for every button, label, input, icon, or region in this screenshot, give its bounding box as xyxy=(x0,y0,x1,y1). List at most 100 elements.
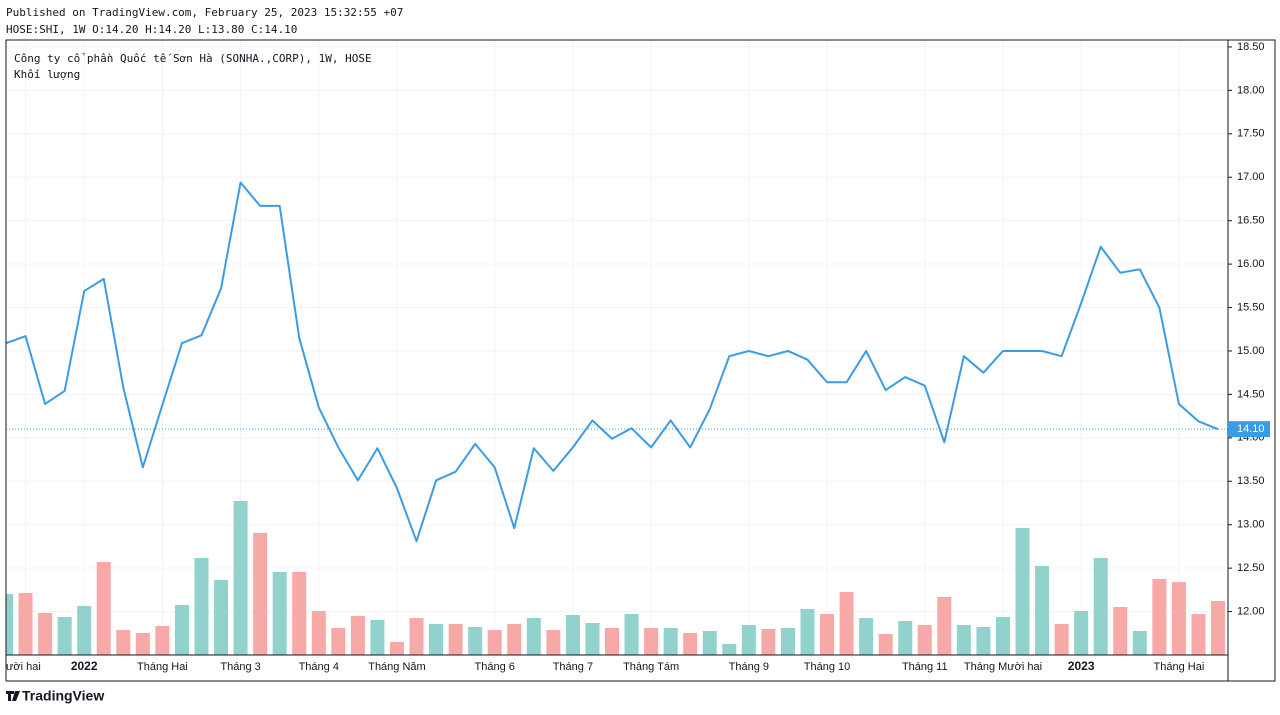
volume-bar xyxy=(917,625,932,655)
volume-bar xyxy=(272,572,287,655)
volume-bar xyxy=(1035,566,1050,655)
volume-bar xyxy=(878,634,893,655)
volume-bar xyxy=(1093,558,1108,655)
volume-bar xyxy=(995,617,1010,655)
y-tick-label: 14.50 xyxy=(1237,388,1265,400)
y-tick-label: 12.00 xyxy=(1237,605,1265,617)
volume-bar xyxy=(976,627,991,655)
x-tick-label: Tháng Hai xyxy=(137,661,188,673)
volume-bar xyxy=(292,572,307,655)
volume-bar xyxy=(820,614,835,655)
volume-bar xyxy=(409,618,424,655)
y-tick-label: 18.50 xyxy=(1237,41,1265,53)
volume-bar xyxy=(1132,631,1147,655)
volume-bar xyxy=(898,621,913,655)
volume-bar xyxy=(155,626,170,655)
volume-bar xyxy=(57,617,72,655)
y-tick-label: 18.00 xyxy=(1237,84,1265,96)
volume-bar xyxy=(116,630,131,655)
volume-bar xyxy=(331,628,346,655)
volume-bar xyxy=(135,633,150,655)
y-tick-label: 17.00 xyxy=(1237,171,1265,183)
last-price-badge xyxy=(1228,421,1270,438)
x-tick-label: Tháng 7 xyxy=(553,661,593,673)
volume-bar xyxy=(214,580,229,655)
y-tick-label: 16.50 xyxy=(1237,215,1265,227)
x-tick-label: Tháng Hai xyxy=(1154,661,1205,673)
y-tick-label: 13.00 xyxy=(1237,519,1265,531)
legend-volume: Khối lượng xyxy=(14,68,80,81)
volume-bar xyxy=(1191,614,1206,655)
volume-bar xyxy=(839,592,854,655)
volume-bar xyxy=(77,606,92,655)
volume-bar xyxy=(780,628,795,655)
volume-bar xyxy=(253,533,268,655)
volume-bar xyxy=(605,628,619,655)
y-tick-label: 16.00 xyxy=(1237,258,1265,270)
y-tick-label: 12.50 xyxy=(1237,562,1265,574)
volume-bar xyxy=(311,611,326,655)
volume-bar xyxy=(174,605,189,655)
volume-bar xyxy=(663,628,678,655)
volume-bar xyxy=(702,631,717,655)
x-tick-label: Tháng 6 xyxy=(475,661,515,673)
volume-bar xyxy=(1113,607,1128,655)
volume-bar xyxy=(937,597,952,655)
volume-bar xyxy=(429,624,444,655)
volume-bar xyxy=(468,627,483,655)
volume-bar xyxy=(1211,601,1225,655)
price-line xyxy=(6,181,1219,543)
x-tick-label: Tháng 3 xyxy=(220,661,260,673)
volume-bar xyxy=(859,618,874,655)
volume-bar xyxy=(233,501,248,655)
volume-bar xyxy=(1054,624,1069,655)
chart-frame xyxy=(5,39,1276,682)
logo: TradingView xyxy=(6,688,104,704)
y-tick-label: 15.00 xyxy=(1237,345,1265,357)
x-tick-label: ười hai xyxy=(6,661,41,673)
volume-bar xyxy=(546,630,561,655)
x-tick-label: Tháng 10 xyxy=(804,661,850,673)
x-tick-label: 2022 xyxy=(71,659,98,673)
volume-bar xyxy=(448,624,463,655)
volume-bar xyxy=(38,613,53,655)
volume-bar xyxy=(370,620,385,655)
logo-text: TradingView xyxy=(22,688,104,704)
y-tick-label: 13.50 xyxy=(1237,475,1265,487)
volume-bar xyxy=(194,558,209,655)
volume-bar xyxy=(761,629,776,655)
volume-bar xyxy=(526,618,541,655)
x-tick-label: Tháng 11 xyxy=(902,661,948,673)
logo-icon xyxy=(6,691,20,701)
volume-bar xyxy=(644,628,659,655)
volume-bar xyxy=(18,593,33,655)
volume-bar xyxy=(956,625,971,655)
volume-bar xyxy=(350,616,365,655)
volume-bar xyxy=(565,615,580,655)
legend-series: Công ty cổ phần Quốc tế Sơn Hà (SONHA.,C… xyxy=(14,52,372,65)
volume-bar xyxy=(683,633,698,655)
x-tick-label: Tháng 9 xyxy=(729,661,769,673)
volume-bar xyxy=(389,642,404,655)
last-price-label: 14.10 xyxy=(1237,423,1265,435)
x-tick-label: Tháng 4 xyxy=(299,661,339,673)
volume-bar xyxy=(722,644,737,655)
y-tick-label: 15.50 xyxy=(1237,301,1265,313)
volume-bar xyxy=(1015,528,1030,655)
volume-bar xyxy=(624,614,639,655)
volume-bar xyxy=(487,630,502,655)
y-tick-label: 17.50 xyxy=(1237,128,1265,140)
volume-bar xyxy=(585,623,600,655)
x-tick-label: Tháng Tám xyxy=(623,661,679,673)
volume-bar xyxy=(96,562,111,655)
volume-bar xyxy=(1171,582,1186,655)
volume-bar xyxy=(1074,611,1089,655)
x-tick-label: Tháng Năm xyxy=(368,661,425,673)
volume-bar xyxy=(741,625,756,655)
volume-bar xyxy=(6,594,13,655)
volume-bar xyxy=(1152,579,1167,655)
ohlc-info: HOSE:SHI, 1W O:14.20 H:14.20 L:13.80 C:1… xyxy=(6,23,297,36)
volume-bar xyxy=(800,609,815,655)
x-tick-label: 2023 xyxy=(1068,659,1095,673)
